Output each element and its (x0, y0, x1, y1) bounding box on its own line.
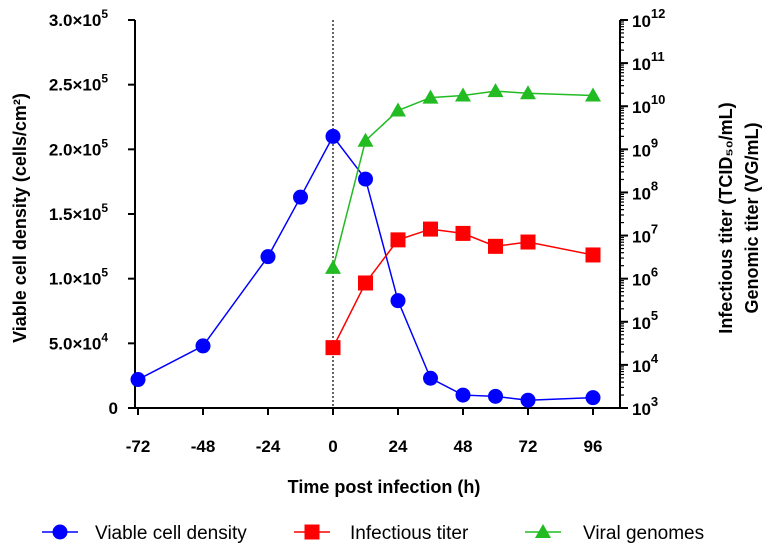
right-y-tick-label: 109 (632, 135, 658, 160)
left-y-tick-label: 2.0×105 (49, 136, 108, 159)
viral-genomes-line (332, 90, 594, 269)
infectious-titer-point (488, 238, 503, 254)
viral-genomes-point (520, 85, 536, 100)
right-y-tick-label: 105 (632, 308, 658, 333)
x-tick-label: -48 (191, 437, 216, 456)
viable-cell-density-point (423, 370, 438, 386)
left-y-tick-label: 1.5×105 (49, 201, 108, 224)
axes: 0 5.0×104 1.0×105 1.5×105 2.0×105 2.5×105 3.0×… (49, 6, 666, 456)
viable-cell-density-point (455, 387, 471, 403)
right-y-tick-label: 107 (632, 222, 658, 247)
right-y-tick-label: 1010 (632, 92, 665, 117)
infectious-titer-point (390, 232, 406, 248)
viable-cell-density-point (585, 390, 601, 406)
infectious-titer-point (423, 221, 438, 237)
viable-cell-density-point (260, 249, 276, 265)
right-y-tick-label: 106 (632, 265, 658, 290)
legend-marker-viable-cell-density (52, 524, 68, 540)
left-y-tick-label: 3.0×105 (49, 7, 108, 30)
right-y-tick-label: 1011 (632, 49, 665, 74)
right-y-axis-label-infectious: Infectious titer (TCID₅₀/mL) (716, 102, 736, 333)
viable-cell-density-point (195, 338, 211, 354)
left-y-tick-label: 1.0×105 (49, 266, 108, 289)
right-y-tick-label: 108 (632, 178, 658, 203)
x-tick-label: 48 (454, 437, 473, 456)
viable-cell-density-point (325, 128, 341, 144)
infectious-titer-point (325, 340, 341, 356)
x-tick-label: 96 (584, 437, 603, 456)
viable-cell-density-point (520, 392, 536, 408)
left-y-tick-label: 2.5×105 (49, 72, 108, 95)
viral-genomes-point (357, 132, 374, 147)
legend-marker-infectious-titer (304, 524, 320, 540)
legend-label-viable-cell-density: Viable cell density (95, 523, 247, 544)
viable-cell-density-point (488, 388, 503, 404)
right-y-axis-label-genomic: Genomic titer (VG/mL) (742, 122, 762, 313)
viable-cell-density-point (358, 171, 373, 187)
right-y-tick-label: 104 (632, 351, 659, 376)
viral-genomes-point (455, 87, 471, 102)
legend-marker-viral-genomes (535, 524, 551, 538)
x-tick-label: 0 (328, 437, 337, 456)
viral-genomes-point (585, 87, 601, 102)
viral-genomes-point (390, 102, 406, 117)
viable-cell-density-point (130, 372, 146, 388)
infectious-titer-point (358, 275, 373, 291)
legend-label-infectious-titer: Infectious titer (350, 523, 469, 544)
left-y-axis-label: Viable cell density (cells/cm²) (10, 93, 30, 343)
right-y-tick-label: 103 (632, 394, 658, 419)
infectious-titer-point (585, 247, 601, 263)
infectious-titer-point (520, 234, 536, 250)
right-y-tick-label: 1012 (632, 6, 665, 31)
viable-cell-density-point (390, 293, 406, 309)
x-tick-label: 72 (519, 437, 538, 456)
x-tick-label: -24 (256, 437, 281, 456)
x-axis-label: Time post infection (h) (288, 477, 481, 497)
legend: Viable cell density Infectious titer Viral… (42, 523, 704, 544)
infectious-titer-point (455, 225, 471, 241)
left-y-tick-label: 0 (109, 399, 118, 418)
x-tick-label: 24 (389, 437, 408, 456)
plot-area (130, 20, 601, 408)
viral-genomes-point (422, 89, 439, 104)
viable-cell-density-point (293, 189, 308, 205)
viral-genomes-point (487, 83, 504, 98)
viral-genomes-point (325, 259, 341, 274)
legend-label-viral-genomes: Viral genomes (583, 523, 704, 544)
left-y-tick-label: 5.0×104 (49, 330, 108, 353)
x-tick-label: -72 (126, 437, 151, 456)
